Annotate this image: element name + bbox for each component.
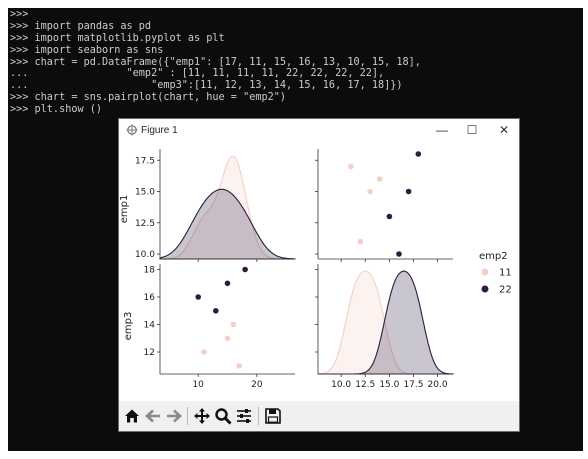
legend-label-11: 11	[499, 268, 512, 279]
console-line: >>>	[10, 9, 29, 20]
title-bar[interactable]: Figure 1 — ☐ ✕	[119, 119, 519, 141]
y-tick-label: 15.0	[135, 188, 155, 198]
legend-label-22: 22	[499, 285, 512, 296]
emp3-vs-emp1-point	[357, 238, 364, 245]
back-icon	[145, 409, 160, 423]
legend-marker-22	[481, 285, 489, 293]
pan-button[interactable]	[192, 406, 212, 426]
emp3-vs-emp1-point	[376, 176, 383, 182]
emp3-vs-emp1-point	[405, 188, 412, 195]
configure-subplots-button[interactable]	[234, 406, 254, 426]
y-tick-label: 10.0	[135, 250, 155, 260]
emp1-vs-emp3-point	[242, 266, 248, 273]
maximize-icon: ☐	[466, 123, 478, 137]
window-title: Figure 1	[141, 125, 178, 136]
minimize-button[interactable]: —	[429, 121, 455, 139]
back-button[interactable]	[143, 406, 163, 426]
emp1-kde-11	[160, 155, 295, 260]
zoom-icon	[215, 408, 232, 425]
figure-toolbar	[119, 401, 519, 431]
figure-app-icon	[126, 124, 138, 136]
emp1-vs-emp3-point	[236, 363, 242, 369]
emp3-vs-emp1-point	[415, 151, 422, 157]
minimize-icon: —	[436, 123, 448, 137]
emp3-vs-emp1-point	[348, 163, 354, 170]
x-tick-label: 10	[192, 380, 204, 390]
console-line: >>> plt.show ()	[10, 104, 103, 116]
console-line: ... "emp2" : [11, 11, 11, 11, 22, 22, 22…	[10, 68, 385, 80]
home-icon	[125, 409, 139, 423]
forward-button[interactable]	[164, 406, 184, 426]
maximize-button[interactable]: ☐	[459, 121, 485, 139]
console-line: >>> import seaborn as sns	[10, 44, 164, 56]
emp1-kde-22	[159, 188, 296, 260]
y-tick-label: 18	[144, 266, 156, 276]
x-tick-label: 20.0	[428, 380, 448, 390]
y-tick-label: 12.5	[135, 219, 155, 229]
y-tick-label: 16	[144, 293, 156, 303]
console-output: >>> >>> import pandas as pd >>> import mat…	[10, 9, 421, 116]
y-tick-label: 14	[144, 321, 156, 331]
save-icon	[265, 408, 281, 424]
close-icon: ✕	[498, 123, 510, 137]
console-line: ... "emp3":[11, 12, 13, 14, 15, 16, 17, …	[10, 80, 403, 92]
pan-icon	[194, 408, 210, 424]
close-button[interactable]: ✕	[491, 121, 517, 139]
console-line: >>> import pandas as pd	[10, 20, 152, 32]
save-button[interactable]	[263, 406, 283, 426]
legend-title: emp2	[479, 251, 508, 262]
console-line: >>> chart = pd.DataFrame({"emp1": [17, 1…	[10, 56, 421, 68]
emp1-vs-emp3-point	[230, 321, 237, 328]
y-tick-label: 12	[144, 348, 155, 358]
emp1-vs-emp3-point	[224, 335, 231, 342]
x-tick-label: 12.5	[355, 380, 375, 390]
y-axis-label-emp1: emp1	[119, 195, 130, 224]
legend-marker-11	[481, 268, 489, 276]
toolbar-separator	[258, 407, 259, 425]
y-axis-label-emp3: emp3	[123, 312, 134, 341]
emp1-vs-emp3-point	[224, 280, 231, 287]
toolbar-separator	[187, 407, 188, 425]
emp1-vs-emp3-point	[213, 308, 219, 314]
x-tick-label: 15.0	[379, 380, 399, 390]
pairplot-figure[interactable]: 10.0 12.5 15.0 17.5 12 14 16 18 10 20 10.0 12.5 15.0…	[119, 141, 519, 401]
configure-subplots-icon	[237, 409, 251, 423]
legend: emp2 11 22	[479, 251, 512, 296]
emp1-vs-emp3-point	[201, 349, 207, 355]
home-button[interactable]	[122, 406, 142, 426]
emp3-vs-emp1-point	[396, 251, 402, 257]
y-tick-label: 17.5	[135, 156, 155, 166]
x-tick-label: 20	[251, 380, 263, 390]
emp1-vs-emp3-point	[195, 294, 201, 300]
forward-icon	[167, 409, 182, 423]
figure-window[interactable]: Figure 1 — ☐ ✕ 10.0 12.5 15.0 17.5 12 14 16 18 1…	[118, 118, 520, 432]
console-line: >>> chart = sns.pairplot(chart, hue = "e…	[10, 92, 287, 104]
zoom-button[interactable]	[213, 406, 233, 426]
emp3-vs-emp1-point	[367, 188, 373, 195]
x-tick-label: 10.0	[331, 380, 351, 390]
console-line: >>> import matplotlib.pyplot as plt	[10, 32, 225, 44]
emp3-vs-emp1-point	[386, 213, 393, 220]
x-tick-label: 17.5	[403, 380, 423, 390]
